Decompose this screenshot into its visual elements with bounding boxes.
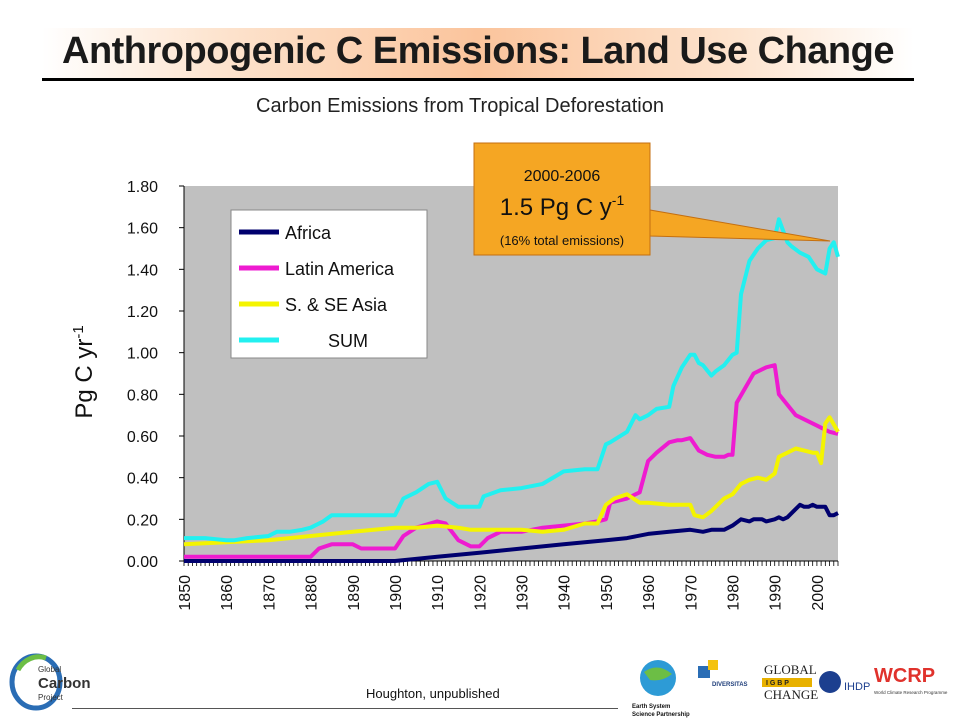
gcp-line2: Carbon — [38, 675, 91, 692]
y-axis-label: Pg C yr-1 — [70, 325, 98, 418]
series-line-s-se-asia — [183, 415, 840, 547]
series-line-africa — [184, 502, 839, 563]
title-rule — [42, 78, 914, 81]
x-tick-label: 1990 — [768, 575, 785, 611]
x-tick-label: 1850 — [177, 575, 194, 611]
x-tick-label: 1870 — [261, 575, 278, 611]
y-tick-label: 0.40 — [127, 471, 158, 488]
series-line-latin-america — [184, 363, 839, 559]
x-tick-label: 1980 — [726, 575, 743, 611]
x-tick-label: 1930 — [515, 575, 532, 611]
legend-label: SUM — [328, 331, 368, 351]
essp-line2: Science Partnership — [632, 712, 690, 718]
x-tick-label: 1880 — [304, 575, 321, 611]
igbp-text: I G B P — [766, 680, 789, 687]
legend-label: Africa — [285, 223, 332, 243]
x-tick-label: 1860 — [219, 575, 236, 611]
x-tick-label: 1940 — [557, 575, 574, 611]
callout-note: (16% total emissions) — [500, 233, 624, 248]
x-tick-label: 1910 — [430, 575, 447, 611]
slide-title: Anthropogenic C Emissions: Land Use Chan… — [62, 30, 894, 72]
legend-box — [230, 209, 428, 359]
x-tick-label: 1890 — [346, 575, 363, 611]
gcp-line3: Project — [38, 693, 64, 702]
source-note: Houghton, unpublished — [366, 686, 500, 701]
y-tick-label: 1.80 — [127, 179, 158, 196]
y-tick-label: 1.20 — [127, 304, 158, 321]
y-tick-label: 1.00 — [127, 346, 158, 363]
x-tick-label: 1960 — [641, 575, 658, 611]
callout-box — [473, 142, 651, 256]
wcrp-text: WCRP — [874, 665, 935, 687]
global-carbon-project-logo: Global Carbon Project — [9, 653, 91, 711]
y-tick-label: 1.40 — [127, 262, 158, 279]
legend-label: S. & SE Asia — [285, 295, 388, 315]
y-tick-label: 0.60 — [127, 429, 158, 446]
footer-rule — [72, 708, 618, 709]
y-tick-label: 0.00 — [127, 554, 158, 571]
essp-line1: Earth System — [632, 704, 670, 710]
x-tick-label: 2000 — [810, 575, 827, 611]
callout-value: 1.5 Pg C y-1 — [500, 192, 625, 221]
x-tick-label: 1920 — [472, 575, 489, 611]
ihdp-icon — [819, 671, 841, 693]
x-tick-label: 1900 — [388, 575, 405, 611]
ihdp-text: IHDP — [844, 681, 870, 693]
legend-label: Latin America — [285, 259, 395, 279]
callout-period: 2000-2006 — [524, 168, 601, 185]
wcrp-subtext: World Climate Research Programme — [874, 690, 948, 695]
diversitas-text: DIVERSITAS — [712, 682, 748, 688]
global-change-line1: GLOBAL — [764, 662, 817, 677]
y-tick-label: 0.80 — [127, 387, 158, 404]
gcp-line1: Global — [38, 665, 61, 674]
y-tick-label: 1.60 — [127, 221, 158, 238]
y-tick-label: 0.20 — [127, 512, 158, 529]
title-banner: Anthropogenic C Emissions: Land Use Chan… — [42, 28, 914, 78]
partner-logos: Earth System Science Partnership DIVERSI… — [632, 660, 948, 718]
x-tick-label: 1950 — [599, 575, 616, 611]
x-tick-label: 1970 — [683, 575, 700, 611]
global-change-line2: CHANGE — [764, 687, 818, 702]
series-line-sum — [184, 217, 840, 543]
chart-title: Carbon Emissions from Tropical Deforesta… — [256, 95, 664, 117]
